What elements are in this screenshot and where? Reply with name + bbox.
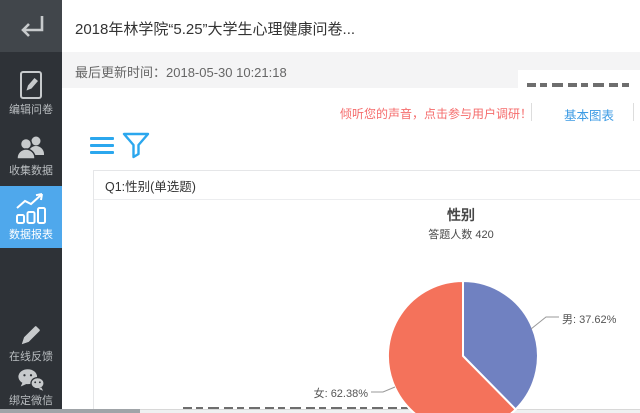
chart-title: 性别 xyxy=(447,207,475,223)
sidebar-item-label: 编辑问卷 xyxy=(9,104,53,116)
menu-icon[interactable] xyxy=(90,137,114,154)
question-card: Q1:性别(单选题) xyxy=(93,170,640,413)
feedback-pencil-icon xyxy=(21,326,40,345)
horizontal-scrollbar-track[interactable] xyxy=(0,409,640,413)
horizontal-scrollbar-thumb[interactable] xyxy=(0,409,140,413)
sidebar-item-label: 数据报表 xyxy=(9,229,53,241)
page-title: 2018年林学院“5.25”大学生心理健康问卷... xyxy=(75,21,356,38)
data-report-icon xyxy=(16,193,46,224)
back-button[interactable] xyxy=(0,0,62,52)
question-card-header: Q1:性别(单选题) xyxy=(94,171,640,200)
filter-icon[interactable] xyxy=(121,131,151,159)
pie-label-female: 女: 62.38% xyxy=(313,388,368,400)
last-update-time: 最后更新时间：2018-05-30 10:21:18 xyxy=(75,65,287,80)
basic-chart-link[interactable]: 基本图表 xyxy=(564,109,615,123)
pie-slice-女[interactable] xyxy=(387,280,517,413)
wechat-icon xyxy=(18,368,45,391)
edit-doc-icon xyxy=(20,71,42,99)
sidebar-item-data-report[interactable]: 数据报表 xyxy=(0,186,62,248)
sidebar-item-label: 在线反馈 xyxy=(9,351,53,363)
chart-subtitle: 答题人数 420 xyxy=(428,229,494,241)
sidebar-item-collect-data[interactable]: 收集数据 xyxy=(0,124,62,186)
title-bar: 2018年林学院“5.25”大学生心理健康问卷... xyxy=(62,0,640,52)
clipped-text-top xyxy=(527,83,633,87)
sidebar-item-edit-survey[interactable]: 编辑问卷 xyxy=(0,62,62,124)
toolbar-divider xyxy=(633,103,634,121)
sidebar-item-bind-wechat[interactable]: 绑定微信 xyxy=(0,366,62,408)
toolbar-divider xyxy=(531,103,532,121)
user-survey-promo-link[interactable]: 倾听您的声音，点击参与用户调研！ xyxy=(340,107,533,121)
pie-label-male: 男: 37.62% xyxy=(562,314,617,326)
back-arrow-icon xyxy=(21,16,44,37)
sidebar-item-label: 收集数据 xyxy=(9,165,53,177)
sidebar-item-feedback[interactable]: 在线反馈 xyxy=(0,320,62,366)
collect-data-icon xyxy=(16,136,44,160)
sidebar-item-label: 绑定微信 xyxy=(9,394,53,407)
sidebar: 编辑问卷 收集数据 数据报表 在线 xyxy=(0,0,62,409)
